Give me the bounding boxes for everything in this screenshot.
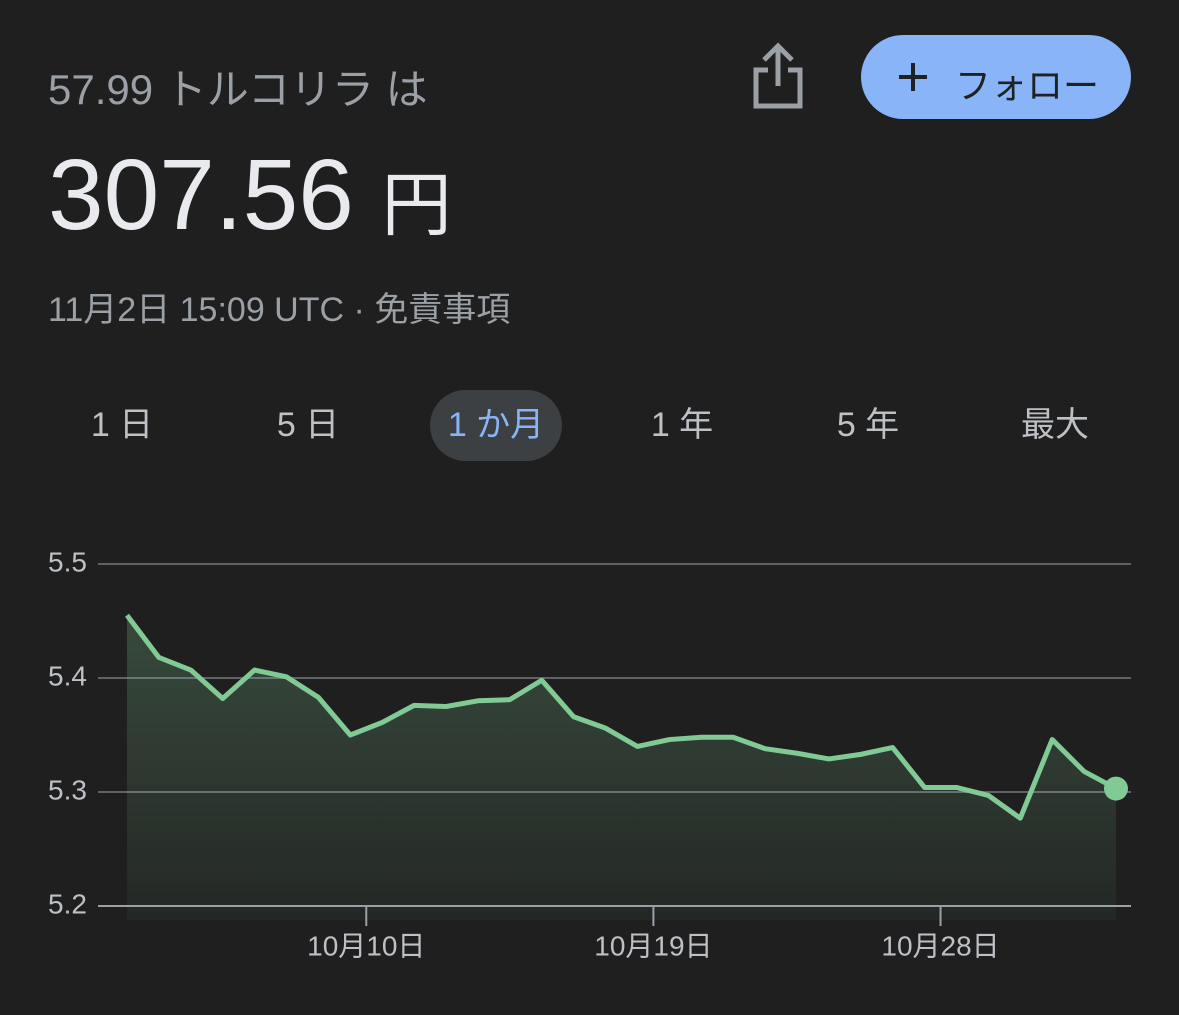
plus-icon xyxy=(899,63,927,91)
y-tick-label: 5.3 xyxy=(48,774,87,805)
x-tick-label: 10月28日 xyxy=(881,930,999,961)
follow-label: フォロー xyxy=(955,65,1100,106)
separator: · xyxy=(353,291,365,329)
range-tab[interactable]: 1 日 xyxy=(90,406,154,444)
timestamp-row: 11月2日 15:09 UTC · 免責事項 xyxy=(48,282,510,331)
chart: 5.2 5.3 5.4 5.5 10月10日 10月19日 10月28日 xyxy=(48,546,1131,961)
x-tick-label: 10月19日 xyxy=(594,930,712,961)
price: 307.56 円 xyxy=(48,138,452,253)
subtitle: 57.99 トルコリラ は xyxy=(48,66,428,113)
disclaimer[interactable]: 免責事項 xyxy=(374,291,511,329)
y-tick-label: 5.2 xyxy=(48,888,87,919)
y-tick-label: 5.5 xyxy=(48,546,87,577)
range-tab[interactable]: 最大 xyxy=(1021,406,1089,444)
range-tab[interactable]: 1 か月 xyxy=(430,390,562,461)
line xyxy=(125,613,1118,821)
last-point xyxy=(1104,776,1128,801)
currency: 円 xyxy=(381,166,452,244)
timestamp: 11月2日 15:09 UTC xyxy=(48,291,345,329)
range-tab[interactable]: 1 年 xyxy=(650,406,714,444)
range-tab[interactable]: 5 日 xyxy=(276,406,340,444)
area-fill xyxy=(127,615,1116,920)
price-value: 307.56 xyxy=(48,139,354,251)
share-icon[interactable] xyxy=(750,42,806,112)
follow-button[interactable]: フォロー xyxy=(861,35,1131,119)
y-tick-label: 5.4 xyxy=(48,660,87,691)
x-tick-label: 10月10日 xyxy=(307,930,425,961)
range-tab[interactable]: 5 年 xyxy=(836,406,900,444)
